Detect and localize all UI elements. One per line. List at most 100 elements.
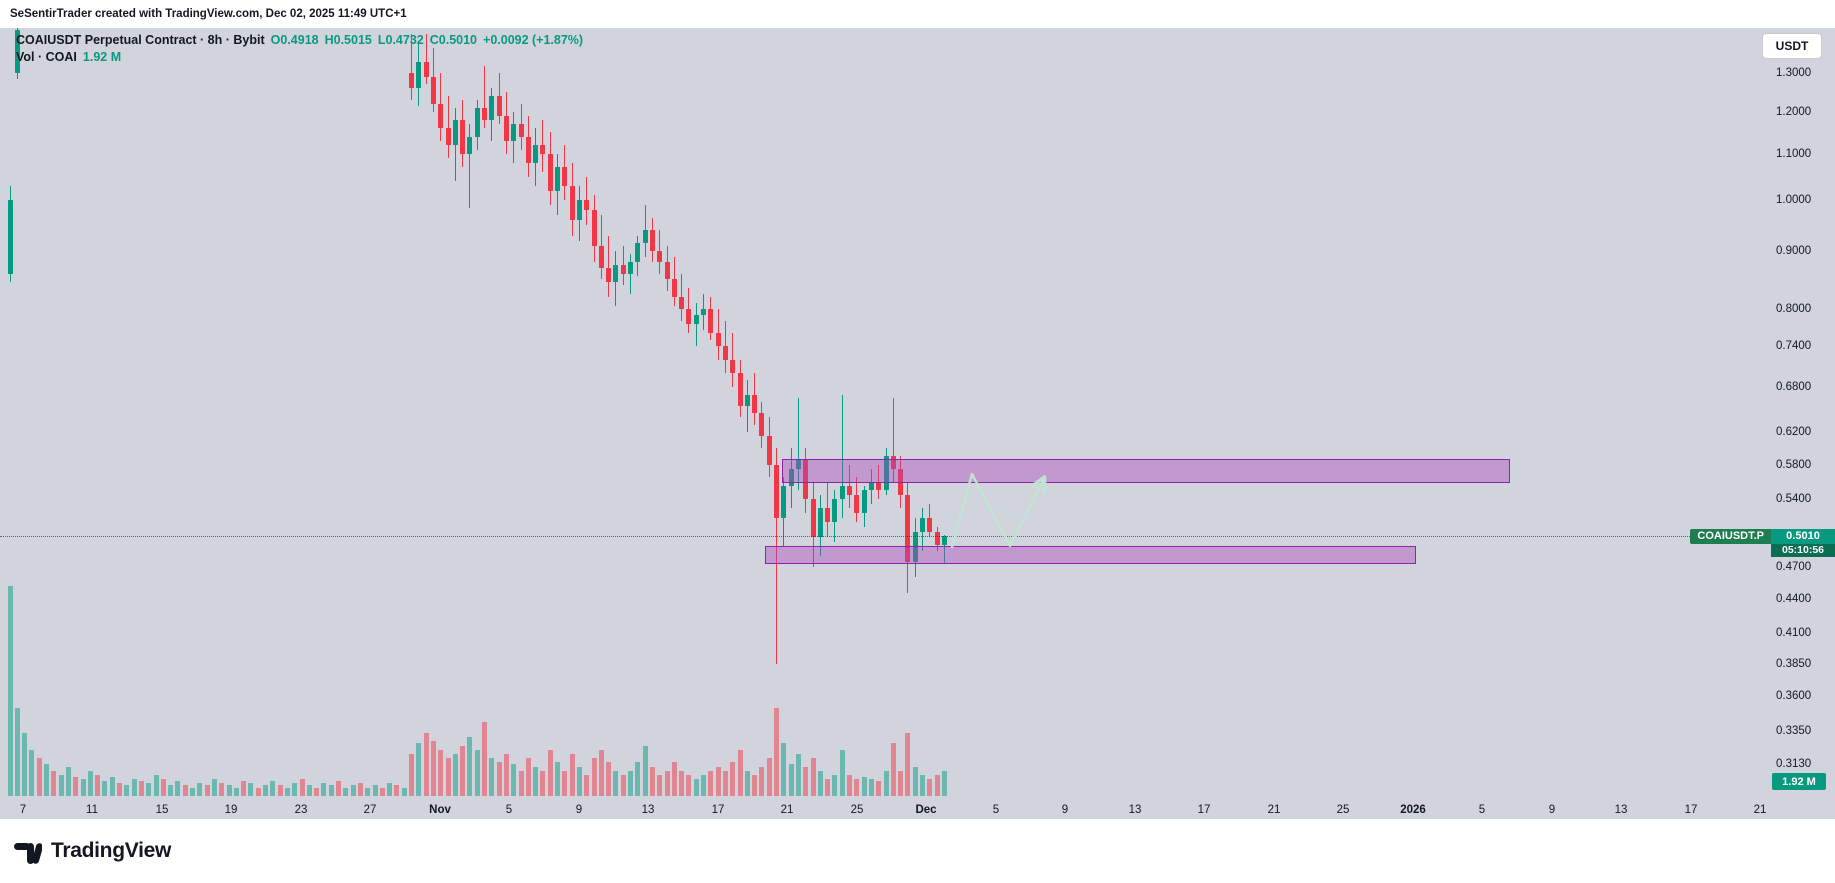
volume-bar xyxy=(409,754,414,796)
candle xyxy=(876,481,882,491)
volume-bar xyxy=(190,788,195,796)
tradingview-logo-icon[interactable] xyxy=(14,837,42,865)
currency-toggle-button[interactable]: USDT xyxy=(1762,33,1822,59)
footer: TradingView xyxy=(0,819,1835,883)
tradingview-brand-text[interactable]: TradingView xyxy=(51,839,172,862)
volume-bar xyxy=(263,785,268,796)
candle xyxy=(496,95,502,116)
volume-bar xyxy=(321,783,327,796)
legend-symbol[interactable]: COAIUSDT Perpetual Contract · 8h · Bybit xyxy=(16,33,265,47)
volume-bar xyxy=(430,741,436,796)
volume-bar xyxy=(898,771,904,796)
volume-bar xyxy=(781,743,787,796)
resistance-zone[interactable] xyxy=(782,458,1510,483)
volume-bar xyxy=(890,743,896,796)
legend-high: H0.5015 xyxy=(324,33,372,47)
volume-bar xyxy=(36,758,42,796)
volume-bar xyxy=(518,771,524,796)
candle xyxy=(715,333,721,347)
time-axis-label: Nov xyxy=(429,804,451,816)
candle xyxy=(832,499,838,523)
candle xyxy=(635,243,641,263)
volume-bar xyxy=(131,779,137,796)
chart-plot xyxy=(0,28,1835,819)
volume-bar xyxy=(153,775,159,796)
candle xyxy=(861,490,867,513)
price-axis[interactable]: 1.3000 1.2000 1.1000 1.0000 0.9000 0.8000 0.74… xyxy=(1770,28,1835,819)
candle xyxy=(562,167,568,186)
volume-bar xyxy=(343,788,349,796)
candle xyxy=(803,460,809,500)
support-zone[interactable] xyxy=(765,546,1416,565)
volume-bar xyxy=(372,785,378,796)
volume-bar xyxy=(460,746,466,796)
candle xyxy=(730,359,736,374)
candle xyxy=(489,95,495,120)
time-axis-label: 9 xyxy=(575,804,583,816)
volume-bar xyxy=(591,758,597,796)
candle xyxy=(664,262,670,280)
price-axis-label: 0.6800 xyxy=(1776,381,1812,394)
candle xyxy=(445,128,451,146)
volume-bar xyxy=(664,771,670,796)
candle xyxy=(868,481,874,491)
candle-wick xyxy=(484,65,485,129)
time-axis-label: 5 xyxy=(1478,804,1486,816)
time-axis-label: 5 xyxy=(992,804,1000,816)
candle xyxy=(7,200,13,274)
volume-bar xyxy=(795,754,801,796)
volume-bar xyxy=(51,771,57,796)
candle-wick xyxy=(943,535,945,564)
candle-wick xyxy=(630,254,631,294)
volume-bar xyxy=(423,733,429,796)
candle xyxy=(584,200,590,211)
volume-bar xyxy=(905,733,911,796)
volume-bar xyxy=(182,785,188,796)
price-axis-label: 1.3000 xyxy=(1776,66,1812,79)
volume-bar xyxy=(686,775,692,796)
volume-bar xyxy=(248,783,254,796)
volume-bar xyxy=(832,775,838,796)
time-axis[interactable]: 7 11 15 19 23 27 Nov 5 9 13 17 21 25 Dec 5 9 13 17 21 25 202… xyxy=(0,798,1835,819)
volume-bar xyxy=(22,733,28,796)
volume-bar xyxy=(817,771,823,796)
time-axis-label: 13 xyxy=(641,804,655,816)
volume-bar xyxy=(839,750,845,796)
volume-bar xyxy=(102,781,108,796)
candle-wick xyxy=(425,33,427,85)
time-axis-label: Dec xyxy=(915,804,937,816)
volume-bar xyxy=(788,764,794,796)
volume-bar xyxy=(416,743,422,796)
time-axis-label: 17 xyxy=(1197,804,1211,816)
candle xyxy=(920,517,925,532)
volume-bar xyxy=(766,758,772,796)
candle xyxy=(737,373,743,406)
volume-bar xyxy=(774,708,779,796)
price-axis-label: 0.5400 xyxy=(1776,493,1812,506)
volume-bar xyxy=(379,788,385,796)
volume-bar xyxy=(270,781,276,796)
legend-change: +0.0092 (+1.87%) xyxy=(483,33,584,47)
volume-bar xyxy=(226,785,232,796)
volume-bar xyxy=(547,750,553,796)
volume-bar xyxy=(109,777,115,796)
price-badge-price: 0.5010 xyxy=(1771,528,1835,544)
volume-bar xyxy=(496,762,502,796)
time-axis-label: 17 xyxy=(711,804,725,816)
volume-bar xyxy=(7,586,13,796)
chart-area[interactable]: 1.3000 1.2000 1.1000 1.0000 0.9000 0.8000 0.74… xyxy=(0,28,1835,819)
time-axis-label: 27 xyxy=(363,804,377,816)
candle xyxy=(474,107,480,137)
volume-bar xyxy=(365,788,371,796)
candle xyxy=(467,136,473,155)
time-axis-label: 17 xyxy=(1684,804,1698,816)
candle xyxy=(847,486,852,495)
price-axis-label: 0.3130 xyxy=(1776,757,1812,770)
time-axis-label: 25 xyxy=(850,804,864,816)
candle xyxy=(503,115,509,141)
volume-bar xyxy=(73,777,79,796)
time-axis-label: 7 xyxy=(19,804,27,816)
attribution-bar: SeSentirTrader created with TradingView.… xyxy=(0,0,1835,28)
legend-volume-label[interactable]: Vol · COAI xyxy=(16,50,77,64)
volume-bar xyxy=(941,771,947,796)
